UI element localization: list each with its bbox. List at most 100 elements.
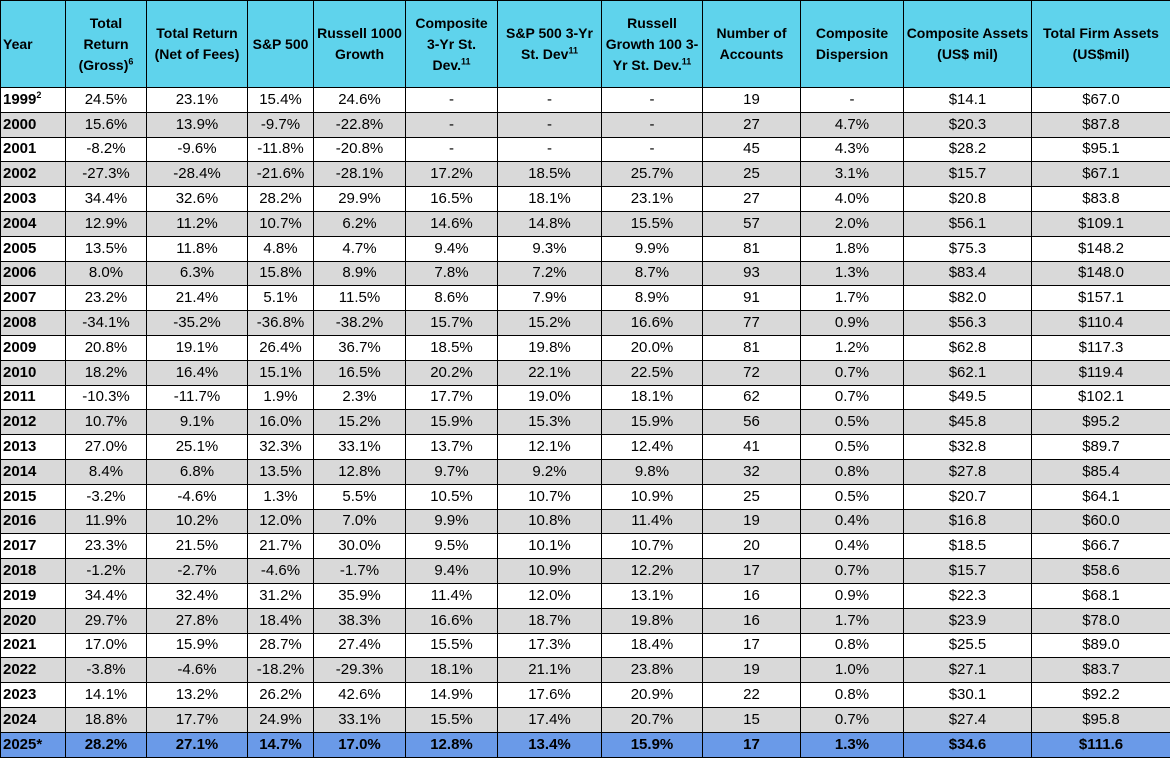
data-cell: 9.7% (405, 458, 498, 485)
data-cell: 15.9% (601, 731, 703, 758)
data-cell: 81 (702, 334, 801, 361)
data-cell: 19.1% (146, 334, 248, 361)
data-cell: 10.9% (497, 558, 602, 584)
data-cell: 13.9% (146, 111, 248, 138)
table-row: 2001 -8.2% -9.6% -11.8% -20.8% - - -45 4.3% $28.2… (0, 136, 1170, 163)
data-cell: 15.5% (601, 210, 703, 237)
header-cell: Composite 3-Yr St. Dev.11 (405, 0, 498, 88)
data-cell: 10.9% (601, 483, 703, 510)
data-cell: 0.5% (800, 409, 904, 436)
data-cell: 10.7% (65, 409, 147, 436)
table-row: 2009 20.8% 19.1% 26.4% 36.7% 18.5% 19.8% 20.0% 8… (0, 334, 1170, 361)
data-cell: 29.9% (313, 186, 406, 212)
data-cell: 13.7% (405, 434, 498, 460)
header-cell: Total Firm Assets (US$mil) (1031, 0, 1170, 88)
year-cell: 2023 (0, 682, 66, 708)
data-cell: - (800, 87, 904, 113)
data-cell: 24.5% (65, 87, 147, 113)
table-body: 19992 24.5% 23.1% 15.4% 24.6% - - -19- $14.1 $67.… (0, 87, 1170, 758)
data-cell: 17.0% (65, 632, 147, 659)
year-cell: 2015 (0, 483, 66, 510)
data-cell: -20.8% (313, 136, 406, 163)
year-cell: 2012 (0, 409, 66, 436)
data-cell: 21.5% (146, 533, 248, 560)
data-cell: 15.4% (247, 87, 314, 113)
data-cell: 14.8% (497, 210, 602, 237)
data-cell: 10.1% (497, 533, 602, 560)
data-cell: 11.4% (405, 582, 498, 609)
data-cell: -3.2% (65, 483, 147, 510)
data-cell: 12.0% (497, 582, 602, 609)
data-cell: 25.7% (601, 161, 703, 188)
year-cell: 2014 (0, 458, 66, 485)
table-row: 2021 17.0% 15.9% 28.7% 27.4% 15.5% 17.3% 18.4% 1… (0, 632, 1170, 659)
data-cell: $102.1 (1031, 384, 1170, 411)
data-cell: 22 (702, 682, 801, 708)
data-cell: 5.1% (247, 285, 314, 312)
data-cell: 29.7% (65, 607, 147, 634)
table-row: 2006 8.0% 6.3% 15.8% 8.9% 7.8% 7.2% 8.7% 93 1.3% $… (0, 260, 1170, 287)
data-cell: $148.0 (1031, 260, 1170, 287)
data-cell: 32.6% (146, 186, 248, 212)
data-cell: -4.6% (146, 657, 248, 684)
table-row: 2003 34.4% 32.6% 28.2% 29.9% 16.5% 18.1% 23.1% 2… (0, 186, 1170, 212)
data-cell: 9.2% (497, 458, 602, 485)
data-cell: -3.8% (65, 657, 147, 684)
data-cell: 12.0% (247, 508, 314, 535)
data-cell: 1.7% (800, 607, 904, 634)
header-text: S&P 500 (252, 35, 309, 52)
data-cell: $83.7 (1031, 657, 1170, 684)
data-cell: 20 (702, 533, 801, 560)
year-cell: 2013 (0, 434, 66, 460)
data-cell: 7.2% (497, 260, 602, 287)
header-text: Total Firm Assets (US$mil) (1043, 25, 1159, 62)
data-cell: $110.4 (1031, 310, 1170, 336)
data-cell: 11.8% (146, 235, 248, 262)
year-cell: 2010 (0, 359, 66, 386)
data-cell: $45.8 (903, 409, 1032, 436)
data-cell: 23.2% (65, 285, 147, 312)
data-cell: 23.8% (601, 657, 703, 684)
data-cell: - (497, 87, 602, 113)
data-cell: 17.4% (497, 706, 602, 733)
data-cell: 18.1% (497, 186, 602, 212)
data-cell: $68.1 (1031, 582, 1170, 609)
data-cell: $30.1 (903, 682, 1032, 708)
data-cell: $14.1 (903, 87, 1032, 113)
data-cell: 23.1% (601, 186, 703, 212)
year-cell: 2002 (0, 161, 66, 188)
data-cell: 0.4% (800, 508, 904, 535)
header-cell: Number of Accounts (702, 0, 801, 88)
year-cell: 2011 (0, 384, 66, 411)
footnote-mark: 6 (128, 55, 134, 66)
data-cell: - (405, 111, 498, 138)
data-cell: -4.6% (146, 483, 248, 510)
data-cell: $89.7 (1031, 434, 1170, 460)
data-cell: 8.0% (65, 260, 147, 287)
data-cell: - (601, 87, 703, 113)
year-cell: 2024 (0, 706, 66, 733)
table-row: 2011 -10.3% -11.7% 1.9% 2.3% 17.7% 19.0% 18.1% 6… (0, 384, 1170, 411)
year-cell: 2007 (0, 285, 66, 312)
data-cell: 16.4% (146, 359, 248, 386)
data-cell: 33.1% (313, 706, 406, 733)
data-cell: 93 (702, 260, 801, 287)
data-cell: 16.0% (247, 409, 314, 436)
data-cell: 13.2% (146, 682, 248, 708)
data-cell: 0.8% (800, 458, 904, 485)
footnote-mark: 11 (461, 55, 471, 66)
data-cell: 81 (702, 235, 801, 262)
year-cell: 2004 (0, 210, 66, 237)
data-cell: 9.3% (497, 235, 602, 262)
data-cell: 27.8% (146, 607, 248, 634)
data-cell: 18.5% (405, 334, 498, 361)
data-cell: 18.7% (497, 607, 602, 634)
data-cell: $109.1 (1031, 210, 1170, 237)
data-cell: 0.7% (800, 558, 904, 584)
data-cell: -36.8% (247, 310, 314, 336)
data-cell: 0.8% (800, 682, 904, 708)
data-cell: $27.8 (903, 458, 1032, 485)
data-cell: 16.5% (313, 359, 406, 386)
data-cell: $89.0 (1031, 632, 1170, 659)
header-cell: Total Return (Net of Fees) (146, 0, 248, 88)
